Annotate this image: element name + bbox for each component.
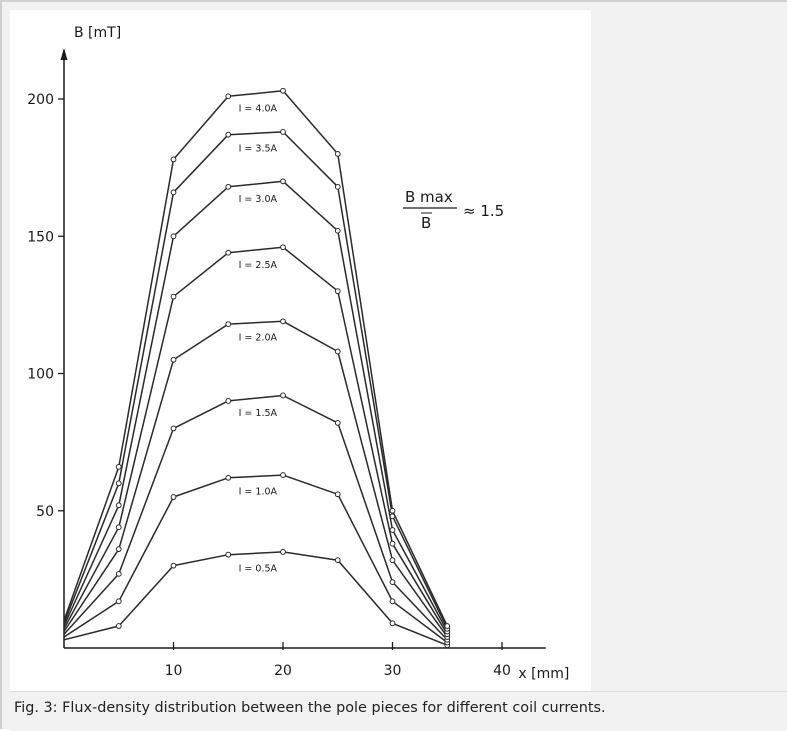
formula-denominator: B [421, 214, 431, 232]
data-point [115, 480, 122, 487]
series-label: I = 3.0A [239, 194, 278, 205]
series-group: I = 0.5A I = 1.0A I = 1.5A I = 2.0A I = 2.5A… [63, 87, 451, 649]
x-tick-label: 10 [165, 663, 183, 679]
series-line [63, 131, 448, 630]
series-line [63, 246, 448, 635]
data-point [115, 463, 122, 470]
data-point [334, 151, 341, 157]
data-point [170, 425, 177, 432]
data-point [280, 87, 286, 94]
series-8: I = 4.0A [63, 87, 451, 629]
series-label: I = 2.5A [239, 260, 278, 271]
data-point [225, 474, 232, 481]
figure-panel: B [mT] x [mm] 50 100 150 200 10 20 30 40 I = 0.… [10, 10, 591, 691]
data-point [225, 321, 232, 327]
data-point [225, 551, 232, 558]
data-point [334, 348, 341, 355]
y-tick-label: 150 [27, 229, 54, 245]
data-point [389, 579, 396, 586]
series-6: I = 3.0A [63, 178, 451, 635]
data-point [225, 183, 232, 190]
y-tick-label: 100 [27, 367, 54, 383]
data-point [280, 129, 286, 135]
data-point [170, 356, 177, 363]
data-point [280, 549, 286, 555]
data-point [170, 156, 177, 163]
data-point [115, 546, 122, 553]
data-point [115, 570, 122, 577]
series-line [63, 551, 448, 646]
series-label: I = 1.0A [239, 486, 278, 497]
data-point [225, 131, 232, 138]
series-line [63, 320, 448, 638]
series-label: I = 4.0A [239, 104, 278, 115]
y-axis-label: B [mT] [74, 25, 121, 41]
series-label: I = 1.5A [239, 408, 278, 419]
data-point [170, 293, 177, 300]
x-tick-label: 20 [274, 663, 292, 679]
data-point [115, 524, 122, 531]
series-label: I = 0.5A [239, 563, 278, 574]
series-1: I = 0.5A [63, 549, 451, 649]
data-point [334, 420, 341, 426]
data-point [115, 502, 122, 509]
data-point [334, 491, 341, 498]
data-point [389, 620, 396, 627]
series-line [63, 180, 448, 632]
series-7: I = 3.5A [63, 129, 451, 632]
data-point [115, 623, 122, 629]
data-point [444, 623, 451, 629]
data-point [334, 288, 341, 295]
data-point [170, 562, 177, 569]
figure-caption: Fig. 3: Flux-density distribution betwee… [10, 691, 787, 731]
axes: B [mT] x [mm] [60, 25, 569, 682]
series-label: I = 2.0A [239, 333, 278, 344]
series-line [63, 394, 448, 641]
y-tick-label: 50 [36, 504, 54, 520]
y-axis-arrowhead [60, 48, 68, 60]
data-point [280, 472, 286, 478]
data-point [389, 527, 396, 533]
data-point [389, 598, 396, 605]
series-4: I = 2.0A [63, 318, 451, 640]
series-5: I = 2.5A [63, 244, 451, 638]
data-point [334, 183, 341, 190]
formula-relation: ≈ 1.5 [463, 202, 504, 220]
data-point [170, 494, 177, 500]
data-point [170, 189, 177, 196]
data-point [280, 392, 286, 399]
series-label: I = 3.5A [239, 143, 278, 154]
data-point [389, 540, 396, 547]
ratio-formula: B max B ≈ 1.5 [403, 188, 504, 232]
data-point [280, 244, 286, 251]
data-point [334, 557, 341, 564]
x-tick-label: 40 [493, 663, 511, 679]
y-tick-label: 200 [27, 92, 54, 108]
formula-numerator: B max [405, 188, 453, 206]
series-line [63, 90, 448, 627]
data-point [170, 233, 177, 240]
x-tick-label: 30 [384, 663, 402, 679]
data-point [389, 507, 396, 514]
ticks: 50 100 150 200 10 20 30 40 [27, 92, 511, 679]
data-point [334, 227, 341, 234]
series-2: I = 1.0A [63, 472, 451, 646]
data-point [115, 598, 122, 605]
flux-density-chart: B [mT] x [mm] 50 100 150 200 10 20 30 40 I = 0.… [27, 25, 569, 682]
series-line [63, 474, 448, 644]
data-point [280, 178, 286, 185]
data-point [225, 398, 232, 404]
data-point [280, 318, 286, 325]
data-point [389, 557, 396, 564]
data-point [225, 249, 232, 256]
data-point [225, 93, 232, 100]
x-axis-label: x [mm] [518, 666, 569, 682]
